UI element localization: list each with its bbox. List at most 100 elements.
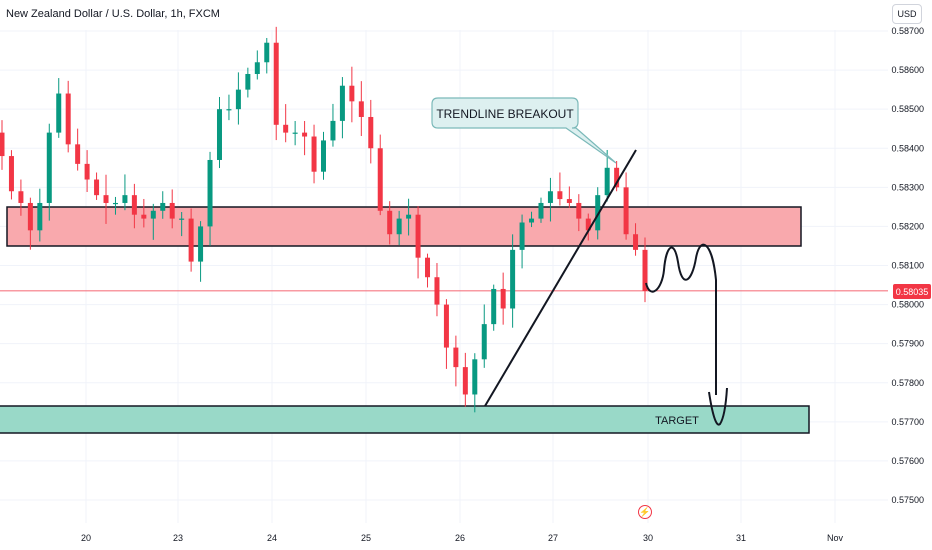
callout-box [431,97,617,164]
y-tick-label: 0.57800 [891,378,924,388]
candle-down [65,93,71,145]
target-label: TARGET [655,415,699,427]
candle-up [472,359,478,395]
candle-up [216,109,222,160]
y-tick-label: 0.58500 [891,104,924,114]
candle-down [0,132,5,157]
candle-up [122,195,128,203]
candle-up [56,93,62,133]
candle-down [273,42,279,125]
candle-up [150,210,156,219]
candle-down [434,277,440,305]
candle-down [443,304,449,348]
candle-down [283,124,289,133]
candle-down [302,132,308,137]
candle-down [75,144,81,164]
candle-up [160,202,166,211]
candle-down [8,156,14,192]
chart-title: New Zealand Dollar / U.S. Dollar, 1h, FX… [6,8,220,20]
x-tick-label: Nov [827,533,844,543]
x-tick-label: 31 [736,533,746,543]
candle-up [547,191,553,203]
y-tick-label: 0.58000 [891,300,924,310]
candle-up [406,214,412,219]
candle-up [254,62,260,74]
resistance-zone[interactable] [6,206,802,247]
candle-up [330,120,336,141]
lightning-icon[interactable]: ⚡ [638,505,652,519]
candle-down [188,218,194,262]
candle-up [37,202,43,231]
current-price-label: 0.58035 [893,284,931,299]
candle-up [396,218,402,235]
y-tick-label: 0.57600 [891,456,924,466]
candle-up [245,73,251,90]
candle-down [623,187,629,235]
candle-down [27,202,33,231]
y-tick-label: 0.58400 [891,143,924,153]
candle-up [112,202,118,205]
candle-down [358,101,364,117]
x-tick-label: 30 [643,533,653,543]
candle-down [169,202,175,219]
candle-down [566,199,572,203]
candle-up [481,324,487,360]
candle-down [453,347,459,368]
candle-up [491,288,497,325]
x-tick-label: 23 [173,533,183,543]
candle-up [529,218,535,223]
y-tick-label: 0.58700 [891,26,924,36]
y-tick-label: 0.57700 [891,417,924,427]
candle-down [557,191,563,200]
candle-down [18,191,24,203]
candle-down [614,167,620,188]
candle-down [141,214,147,219]
candle-up [207,159,213,227]
callout[interactable]: TRENDLINE BREAKOUT [431,97,617,164]
candlesticks [0,26,648,413]
candle-up [226,109,232,111]
y-tick-label: 0.58600 [891,65,924,75]
candle-down [425,257,431,278]
candle-up [292,132,298,134]
candle-down [585,218,591,231]
candle-down [368,116,374,149]
candle-up [264,42,270,63]
candle-down [500,288,506,309]
y-tick-label: 0.58300 [891,182,924,192]
y-axis[interactable]: 0.58700 0.58600 0.58500 0.58400 0.58300 0.582… [891,26,924,505]
x-tick-label: 20 [81,533,91,543]
candle-up [198,226,204,262]
y-tick-label: 0.58200 [891,221,924,231]
candle-down [131,195,137,215]
candle-down [576,202,582,219]
target-arrowhead [708,387,728,426]
candle-down [103,195,109,203]
candle-down [377,148,383,211]
x-tick-label: 25 [361,533,371,543]
candle-up [235,89,241,110]
candle-up [595,195,601,231]
candle-up [510,249,516,309]
trendline[interactable] [484,149,637,407]
projected-path[interactable] [645,243,717,395]
candle-down [349,85,355,102]
target-zone[interactable] [0,405,810,434]
x-tick-label: 27 [548,533,558,543]
x-tick-label: 24 [267,533,277,543]
candle-up [604,167,610,196]
candle-down [642,249,648,291]
candle-up [46,132,52,203]
candle-down [84,163,90,180]
x-tick-label: 26 [455,533,465,543]
candle-down [387,210,393,235]
y-tick-label: 0.57900 [891,339,924,349]
candle-down [415,214,421,258]
candle-down [94,179,100,196]
x-axis[interactable]: 20 23 24 25 26 27 30 31 Nov [81,533,844,543]
y-tick-label: 0.57500 [891,495,924,505]
currency-button[interactable]: USD [892,4,922,24]
callout-label: TRENDLINE BREAKOUT [436,107,574,121]
candle-down [311,136,317,172]
